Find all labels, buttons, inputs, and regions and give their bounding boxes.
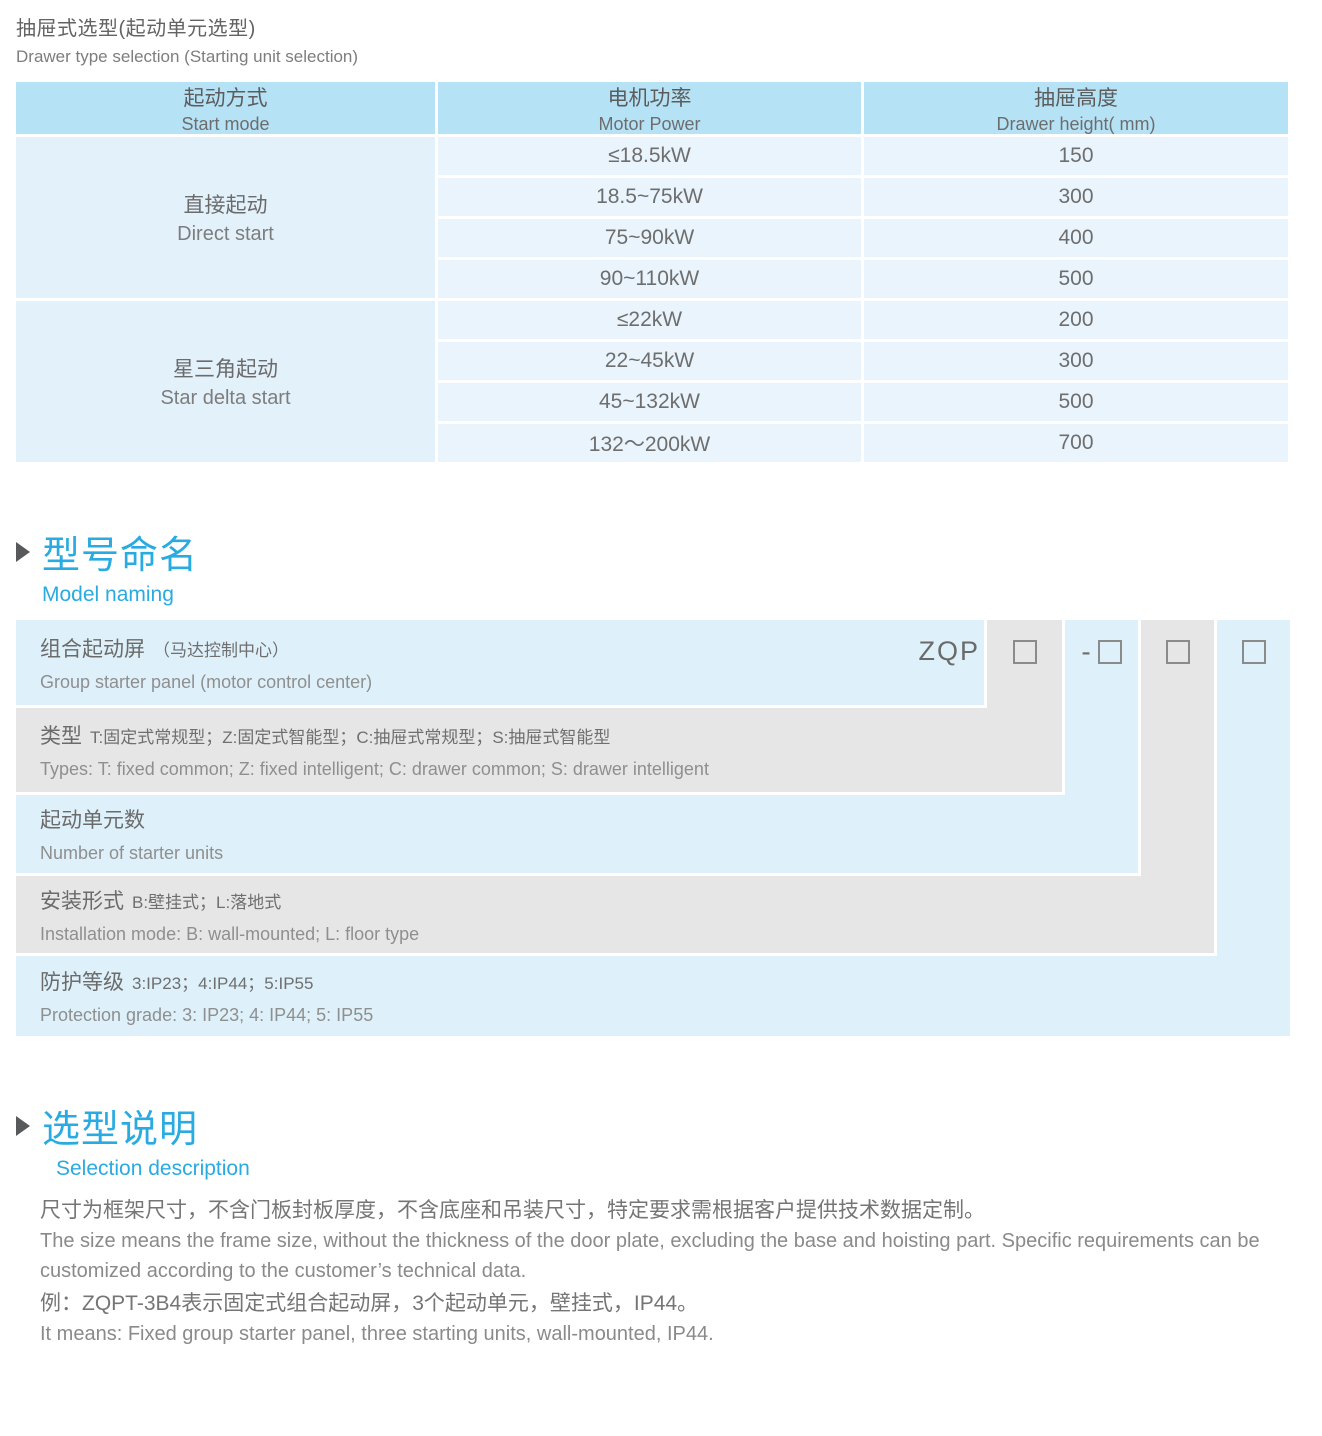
band-label-cn: 安装形式 bbox=[40, 889, 124, 913]
band-installation-mode: 安装形式 B:壁挂式；L:落地式 Installation mode: B: wa… bbox=[16, 876, 1213, 953]
table-cell-power: 22~45kW bbox=[438, 342, 861, 380]
table-cell-height: 200 bbox=[864, 301, 1288, 339]
table-cell-height: 500 bbox=[864, 383, 1288, 421]
header-start-mode-cn: 起动方式 bbox=[183, 86, 268, 110]
selection-description-text: 尺寸为框架尺寸，不含门板封板厚度，不含底座和吊装尺寸，特定要求需根据客户提供技术… bbox=[40, 1196, 1290, 1349]
code-slot-box-icon bbox=[1241, 640, 1266, 664]
table-cell-power: 45~132kW bbox=[438, 383, 861, 421]
header-drawer-height-en: Drawer height( mm) bbox=[996, 113, 1156, 134]
band-label-cn: 类型 bbox=[40, 725, 82, 748]
band-label-en: Installation mode: B: wall-mounted; L: f… bbox=[40, 923, 420, 944]
column-header-motor-power: 电机功率 Motor Power bbox=[438, 82, 861, 134]
page-title-cn: 抽屉式选型(起动单元选型) bbox=[16, 18, 256, 40]
size-note-en: The size means the frame size, without t… bbox=[40, 1230, 1260, 1282]
band-label-en: Group starter panel (motor control cente… bbox=[40, 671, 373, 692]
table-cell-height: 300 bbox=[864, 342, 1288, 380]
drawer-selection-table: 起动方式 Start mode 电机功率 Motor Power 抽屉高度 Dr… bbox=[16, 82, 1288, 462]
code-slot-box-icon bbox=[1097, 640, 1122, 664]
direct-start-cn: 直接起动 bbox=[183, 194, 268, 217]
model-naming-diagram: - 组合起动屏 （马达控制中心） Group starter panel (mot… bbox=[16, 620, 1290, 1036]
band-detail-cn: T:固定式常规型；Z:固定式智能型；C:抽屉式常规型；S:抽屉式智能型 bbox=[90, 728, 611, 747]
page-title-en: Drawer type selection (Starting unit sel… bbox=[16, 47, 359, 66]
direct-start-en: Direct start bbox=[177, 223, 274, 245]
band-label-en: Protection grade: 3: IP23; 4: IP44; 5: I… bbox=[40, 1005, 374, 1025]
band-group-starter-panel: 组合起动屏 （马达控制中心） Group starter panel (motor… bbox=[16, 620, 984, 705]
header-motor-power-cn: 电机功率 bbox=[607, 86, 692, 110]
band-detail-cn: （马达控制中心） bbox=[153, 640, 289, 660]
band-types: 类型 T:固定式常规型；Z:固定式智能型；C:抽屉式常规型；S:抽屉式智能型 Ty… bbox=[16, 708, 1062, 792]
section-arrow-icon bbox=[16, 1115, 30, 1136]
page-title: 抽屉式选型(起动单元选型) Drawer type selection (Sta… bbox=[16, 12, 358, 67]
code-slot-box-icon bbox=[1012, 640, 1037, 664]
star-delta-start-en: Star delta start bbox=[160, 387, 291, 409]
selection-heading-en: Selection description bbox=[56, 1157, 250, 1180]
header-start-mode-en: Start mode bbox=[181, 113, 270, 134]
model-naming-heading-cn: 型号命名 bbox=[42, 535, 199, 577]
band-protection-grade: 防护等级 3:IP23；4:IP44；5:IP55 Protection grad… bbox=[16, 956, 1288, 1036]
column-header-start-mode: 起动方式 Start mode bbox=[16, 82, 435, 134]
star-delta-start-cn: 星三角起动 bbox=[173, 358, 278, 381]
table-cell-height: 500 bbox=[864, 260, 1288, 298]
model-naming-heading: 型号命名 Model naming bbox=[16, 524, 198, 607]
code-prefix: ZQP bbox=[918, 636, 980, 666]
band-label-en: Number of starter units bbox=[40, 843, 224, 863]
selection-description-heading: 选型说明 Selection description bbox=[16, 1098, 250, 1181]
band-label-cn: 起动单元数 bbox=[40, 809, 145, 832]
header-drawer-height-cn: 抽屉高度 bbox=[1034, 86, 1118, 110]
table-cell-height: 700 bbox=[864, 424, 1288, 462]
model-naming-heading-en: Model naming bbox=[42, 583, 174, 606]
size-note-cn: 尺寸为框架尺寸，不含门板封板厚度，不含底座和吊装尺寸，特定要求需根据客户提供技术… bbox=[40, 1199, 985, 1222]
table-cell-power: 18.5~75kW bbox=[438, 178, 861, 216]
table-cell-power: 75~90kW bbox=[438, 219, 861, 257]
table-cell-height: 150 bbox=[864, 137, 1288, 175]
column-header-drawer-height: 抽屉高度 Drawer height( mm) bbox=[864, 82, 1288, 134]
start-mode-direct-cell: 直接起动 Direct start bbox=[16, 137, 435, 298]
band-label-cn: 防护等级 bbox=[40, 971, 124, 994]
section-arrow-icon bbox=[16, 541, 30, 562]
start-mode-star-delta-cell: 星三角起动 Star delta start bbox=[16, 301, 435, 462]
selection-heading-cn: 选型说明 bbox=[42, 1109, 199, 1151]
code-separator: - bbox=[1081, 636, 1091, 667]
table-cell-power: 90~110kW bbox=[438, 260, 861, 298]
example-note-cn: 例：ZQPT-3B4表示固定式组合起动屏，3个起动单元，壁挂式，IP44。 bbox=[40, 1292, 699, 1315]
table-cell-power: 132～200kW bbox=[438, 424, 861, 462]
table-cell-height: 300 bbox=[864, 178, 1288, 216]
code-slot-box-icon bbox=[1165, 640, 1190, 664]
table-cell-height: 400 bbox=[864, 219, 1288, 257]
band-label-cn: 组合起动屏 bbox=[40, 637, 145, 661]
table-cell-power: ≤22kW bbox=[438, 301, 861, 339]
header-motor-power-en: Motor Power bbox=[598, 113, 701, 134]
table-cell-power: ≤18.5kW bbox=[438, 137, 861, 175]
band-starter-units: 起动单元数 Number of starter units bbox=[16, 795, 1138, 873]
example-note-en: It means: Fixed group starter panel, thr… bbox=[40, 1323, 714, 1345]
band-detail-cn: 3:IP23；4:IP44；5:IP55 bbox=[132, 974, 314, 993]
band-detail-cn: B:壁挂式；L:落地式 bbox=[132, 892, 282, 912]
band-label-en: Types: T: fixed common; Z: fixed intelli… bbox=[40, 759, 709, 779]
